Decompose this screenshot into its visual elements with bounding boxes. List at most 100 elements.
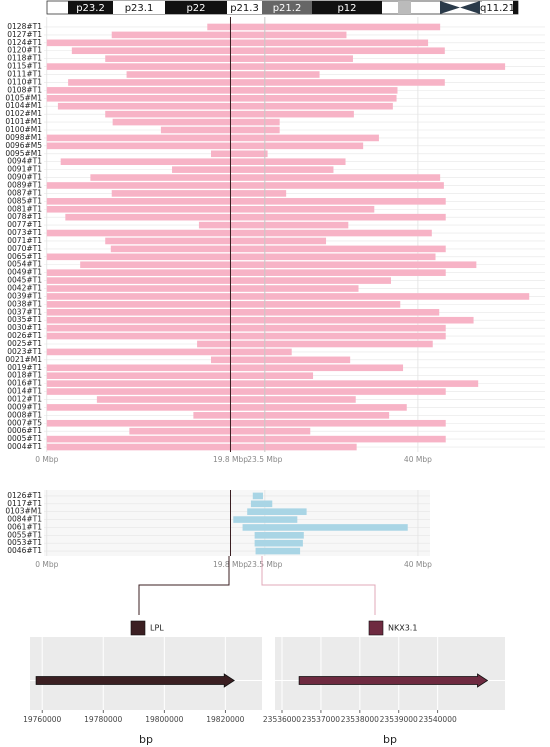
ideogram-band bbox=[398, 1, 411, 14]
range-bar bbox=[46, 39, 429, 47]
range-bar bbox=[105, 110, 354, 118]
row-label: 0035#T1 bbox=[7, 315, 42, 324]
row-label: 0038#T1 bbox=[7, 299, 42, 308]
x-tick-label: 23.5 Mbp bbox=[247, 560, 282, 569]
centromere bbox=[440, 1, 460, 14]
range-bar bbox=[46, 94, 397, 102]
range-bar bbox=[46, 134, 379, 142]
row-label: 0045#T1 bbox=[7, 276, 42, 285]
range-bar bbox=[46, 308, 440, 316]
range-bar bbox=[252, 492, 263, 500]
row-label: 0054#T1 bbox=[7, 260, 42, 269]
range-bar bbox=[105, 55, 353, 62]
range-bar bbox=[46, 182, 444, 189]
row-label: 0090#T1 bbox=[7, 173, 42, 182]
connectors bbox=[138, 556, 376, 615]
range-bar bbox=[105, 237, 327, 245]
x-tick-label: 40 Mbp bbox=[404, 455, 432, 464]
range-bar bbox=[46, 277, 391, 284]
row-label: 0014#T1 bbox=[7, 387, 42, 396]
row-label: 0103#M1 bbox=[5, 507, 42, 516]
row-label: 0012#T1 bbox=[7, 394, 42, 403]
x-tick-label: 23537000 bbox=[302, 715, 340, 724]
x-axis-title: bp bbox=[383, 733, 397, 746]
range-bar bbox=[233, 516, 298, 523]
row-label: 0091#T1 bbox=[7, 165, 42, 174]
row-label: 0073#T1 bbox=[7, 228, 42, 237]
range-bar bbox=[172, 166, 334, 173]
range-bar bbox=[68, 79, 445, 86]
row-label: 0006#T1 bbox=[7, 426, 42, 435]
row-label: 0078#T1 bbox=[7, 212, 42, 221]
row-label: 0096#M5 bbox=[5, 141, 42, 150]
range-bar bbox=[46, 285, 359, 292]
row-label: 0026#T1 bbox=[7, 331, 42, 340]
range-bar bbox=[254, 532, 304, 539]
row-label: 0049#T1 bbox=[7, 268, 42, 277]
connector bbox=[138, 556, 230, 615]
range-bar bbox=[46, 443, 357, 451]
range-bar bbox=[46, 87, 398, 94]
band-label: p21.3 bbox=[230, 3, 259, 14]
range-bar bbox=[96, 396, 356, 403]
range-bar bbox=[250, 500, 273, 508]
range-bar bbox=[129, 427, 311, 435]
range-bar bbox=[46, 364, 404, 372]
range-bar bbox=[46, 142, 364, 150]
ideogram-band bbox=[227, 1, 262, 14]
row-label: 0004#T1 bbox=[7, 442, 42, 451]
x-tick-label: 19820000 bbox=[206, 715, 244, 724]
row-label: 0055#T1 bbox=[7, 530, 42, 539]
row-label: 0046#T1 bbox=[7, 546, 42, 555]
row-label: 0025#T1 bbox=[7, 339, 42, 348]
legend-swatch bbox=[368, 620, 384, 636]
x-tick-label: 0 Mbp bbox=[35, 455, 58, 464]
row-label: 0111#T1 bbox=[7, 70, 42, 79]
x-tick-label: 23538000 bbox=[341, 715, 379, 724]
row-label: 0105#M1 bbox=[5, 93, 42, 102]
range-bar bbox=[46, 63, 506, 70]
row-label: 0085#T1 bbox=[7, 196, 42, 205]
ideogram-band bbox=[482, 1, 513, 14]
x-axis-title: bp bbox=[139, 733, 153, 746]
row-label: 0005#T1 bbox=[7, 434, 42, 443]
row-label: 0098#M1 bbox=[5, 133, 42, 142]
row-label: 0089#T1 bbox=[7, 180, 42, 189]
range-bar bbox=[46, 198, 446, 205]
row-label: 0108#T1 bbox=[7, 85, 42, 94]
band-label: q11.21 bbox=[480, 3, 515, 14]
range-bar bbox=[207, 23, 441, 31]
row-label: 0070#T1 bbox=[7, 244, 42, 253]
range-bar bbox=[46, 419, 446, 427]
gene-arrow bbox=[35, 673, 235, 688]
range-bar bbox=[255, 547, 301, 555]
range-bar bbox=[211, 356, 351, 364]
range-bar bbox=[46, 205, 375, 213]
x-tick-label: 40 Mbp bbox=[404, 560, 432, 569]
x-tick-label: 23536000 bbox=[263, 715, 301, 724]
band-label: p23.1 bbox=[125, 3, 154, 14]
range-bar bbox=[193, 412, 390, 419]
legend-label: NKX3.1 bbox=[388, 624, 417, 633]
range-bar bbox=[71, 47, 445, 55]
range-bar bbox=[46, 388, 446, 395]
row-label: 0042#T1 bbox=[7, 284, 42, 293]
connector bbox=[261, 556, 376, 615]
row-label: 0084#T1 bbox=[7, 515, 42, 524]
row-label: 0127#T1 bbox=[7, 30, 42, 39]
row-label: 0087#T1 bbox=[7, 188, 42, 197]
x-tick-label: 19800000 bbox=[145, 715, 183, 724]
x-tick-label: 19760000 bbox=[23, 715, 61, 724]
row-label: 0102#M1 bbox=[5, 109, 42, 118]
range-bar bbox=[110, 245, 446, 253]
range-bar bbox=[211, 150, 268, 158]
row-label: 0053#T1 bbox=[7, 538, 42, 547]
range-bar bbox=[57, 102, 393, 110]
row-label: 0009#T1 bbox=[7, 402, 42, 411]
row-label: 0095#M1 bbox=[5, 149, 42, 158]
legend-label: LPL bbox=[150, 624, 164, 633]
band-label: p12 bbox=[337, 3, 356, 14]
range-bar bbox=[111, 31, 347, 39]
row-label: 0101#M1 bbox=[5, 117, 42, 126]
